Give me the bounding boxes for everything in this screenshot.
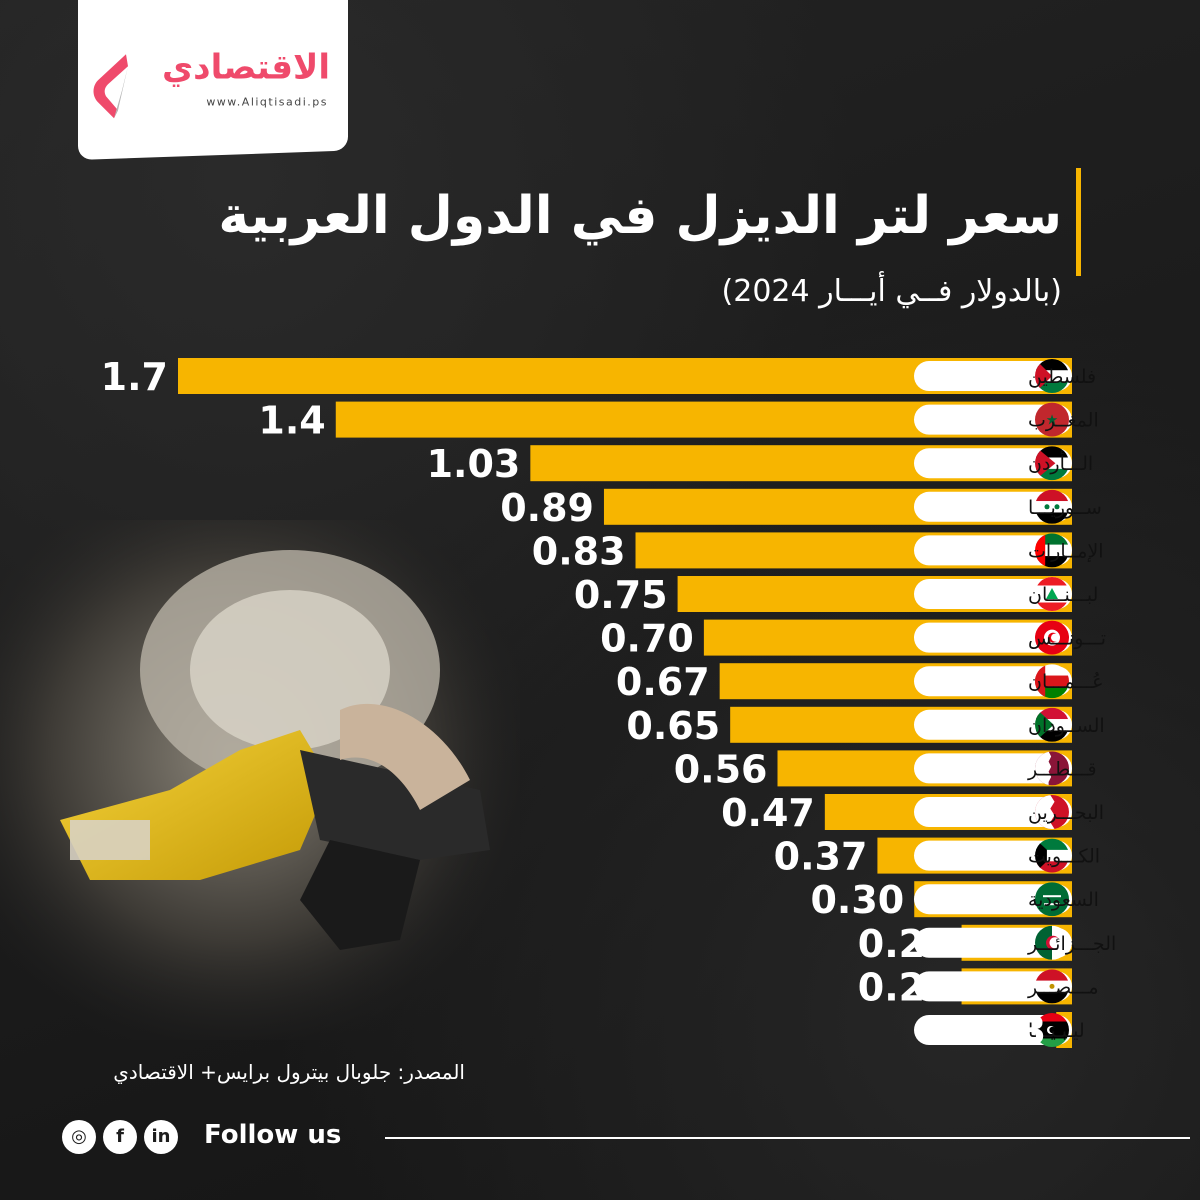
egypt-flag-icon <box>1035 969 1069 1004</box>
country-label-pill <box>914 535 1072 566</box>
country-label-pill <box>914 840 1072 871</box>
brand-logo-icon <box>93 54 128 119</box>
data-label: 0.21 <box>858 965 952 1009</box>
lebanon-flag-icon <box>1035 577 1069 611</box>
tunisia-flag-icon <box>1035 620 1069 655</box>
brand-logo-card[interactable]: الاقتصادي www.Aliqtisadi.ps <box>78 0 348 160</box>
footer: ◎ f in Follow us <box>0 1112 1200 1162</box>
data-label: 1.03 <box>427 442 521 486</box>
page-title: سعر لتر الديزل في الدول العربية <box>218 186 1062 246</box>
data-label: 0.37 <box>774 835 868 879</box>
country-label-pill <box>914 971 1072 1002</box>
country-label: ليـبـيـــا <box>1028 1020 1085 1042</box>
country-label-pill <box>914 622 1072 653</box>
country-label-pill <box>914 579 1072 609</box>
saudi-flag-icon <box>1035 882 1069 917</box>
linkedin-icon[interactable]: in <box>144 1120 178 1154</box>
country-label: قـــطـــر <box>1027 758 1097 780</box>
instagram-icon[interactable]: ◎ <box>62 1120 96 1154</box>
morocco-flag-icon: ★ <box>1035 402 1069 437</box>
country-label-pill <box>914 448 1072 479</box>
country-label-pill <box>914 709 1072 740</box>
data-label: 1.4 <box>258 399 325 443</box>
syria-flag-icon <box>1035 489 1069 524</box>
country-label-pill <box>914 753 1072 784</box>
country-label-pill <box>914 491 1072 522</box>
data-label: 0.03 <box>952 1009 1046 1053</box>
country-label: ســوريـــا <box>1028 497 1102 519</box>
algeria-flag-icon <box>1035 925 1069 960</box>
title-accent-bar <box>1076 168 1081 276</box>
data-label: 0.47 <box>721 791 815 835</box>
country-label: الـــأردن <box>1028 450 1093 475</box>
country-label-pill <box>914 361 1072 391</box>
data-label: 1.7 <box>101 355 168 399</box>
data-label: 0.30 <box>810 878 904 922</box>
country-label: عُـــمـــان <box>1028 671 1103 693</box>
country-label: الإمــارات <box>1028 540 1104 562</box>
uae-flag-icon <box>1035 533 1069 568</box>
page-subtitle: (بالدولار فــي أيـــار 2024) <box>721 274 1062 309</box>
country-label-pill <box>914 927 1072 958</box>
facebook-icon[interactable]: f <box>103 1120 137 1154</box>
country-label-pill <box>914 666 1072 697</box>
svg-text:★: ★ <box>1046 413 1059 429</box>
palestine-flag-icon <box>1035 359 1069 393</box>
data-label: 0.89 <box>500 486 594 530</box>
country-label-pill <box>914 404 1072 435</box>
footer-divider <box>385 1137 1190 1139</box>
data-label: 0.56 <box>674 747 768 791</box>
qatar-flag-icon <box>1035 751 1069 786</box>
follow-us-label: Follow us <box>204 1120 342 1150</box>
country-label: تـــونـــس <box>1028 628 1106 650</box>
libya-flag-icon <box>1035 1013 1069 1047</box>
data-label: 0.83 <box>532 529 626 573</box>
country-label: المغــرب <box>1028 410 1099 432</box>
country-label: الســودان <box>1028 715 1105 737</box>
fuel-nozzle-photo <box>0 520 520 1040</box>
jordan-flag-icon <box>1035 446 1069 481</box>
oman-flag-icon <box>1035 664 1069 699</box>
country-label: مـــصـــر <box>1027 976 1099 998</box>
country-label-pill <box>914 1015 1072 1045</box>
sudan-flag-icon <box>1035 707 1069 742</box>
data-label: 0.75 <box>574 573 668 617</box>
country-label-pill <box>914 884 1072 915</box>
data-label: 0.21 <box>858 922 952 966</box>
kuwait-flag-icon <box>1035 838 1069 873</box>
country-label: لبـــنـــان <box>1028 584 1098 606</box>
country-label: الكـــويت <box>1028 846 1100 868</box>
country-label-pill <box>914 797 1072 827</box>
country-label: فلسطين <box>1028 366 1096 388</box>
data-label: 0.65 <box>626 704 720 748</box>
data-label: 0.70 <box>600 617 694 661</box>
country-label: السعودية <box>1028 889 1099 911</box>
country-label: الجـــزائـــر <box>1027 933 1116 955</box>
bahrain-flag-icon <box>1035 795 1069 829</box>
country-label: البحـــرين <box>1028 802 1104 824</box>
data-label: 0.67 <box>616 660 710 704</box>
source-note: المصدر: جلوبال بيترول برايس+ الاقتصادي <box>113 1060 465 1084</box>
